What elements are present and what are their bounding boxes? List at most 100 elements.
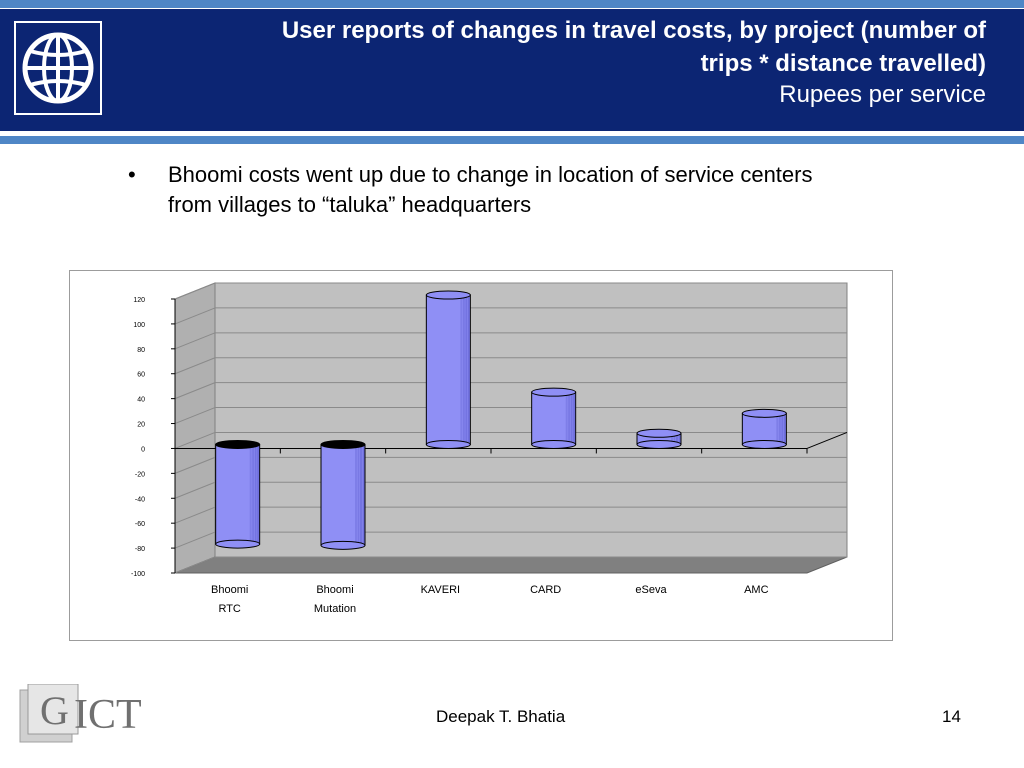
title-line-2: trips * distance travelled)	[700, 50, 986, 77]
x-category-label: Mutation	[314, 603, 356, 615]
bar-bottom-cap	[320, 540, 366, 550]
gridline-diagonal	[174, 431, 216, 449]
bar-bottom-cap	[215, 539, 261, 549]
y-tick-label: 100	[133, 322, 145, 329]
bar-shade	[570, 392, 573, 445]
x-category-label: eSeva	[635, 584, 667, 596]
bar-shade	[676, 433, 678, 445]
bar-chart: 120 100 80 60 40 20 0 -20 -40 -60 -80 -100 Bhoomi RTC…	[131, 282, 848, 615]
bar-shade	[565, 392, 568, 445]
y-tick-label: -100	[131, 571, 145, 578]
bar-body	[215, 443, 261, 545]
bar-shade	[776, 413, 779, 445]
bar-shade	[573, 392, 576, 445]
gridline-diagonal	[174, 506, 216, 524]
bar-shade	[362, 444, 365, 546]
zero-axis-depth	[806, 431, 848, 449]
bar-shade	[460, 295, 463, 445]
gridline-diagonal	[174, 481, 216, 499]
bullet-dot: •	[128, 162, 136, 187]
bar-top-cap	[320, 439, 366, 449]
bar-shade	[465, 295, 468, 445]
gict-logo: G ICT	[18, 683, 158, 746]
y-tick-label: -80	[135, 546, 145, 553]
bar-top-cap	[741, 408, 787, 418]
y-tick-label: 0	[141, 446, 145, 453]
bar-shade	[355, 444, 357, 546]
page-number: 14	[942, 707, 961, 726]
bar-body	[425, 294, 471, 445]
top-stripe	[0, 0, 1024, 8]
bullet-point: • Bhoomi costs went up due to change in …	[128, 160, 948, 220]
bar-shade	[357, 444, 360, 546]
bar-shade	[568, 392, 571, 445]
slide-header	[0, 9, 1024, 131]
gict-logo-text: ICT	[74, 692, 142, 738]
x-category-label: AMC	[744, 584, 769, 596]
chart-floor	[174, 556, 848, 574]
bar-shade	[673, 433, 676, 445]
y-tick-label: 80	[137, 347, 145, 354]
bar-amc	[741, 408, 787, 449]
bar-eseva	[636, 428, 682, 449]
bar-body	[531, 391, 577, 445]
slide-title: User reports of changes in travel costs,…	[126, 14, 986, 110]
bar-shade	[781, 413, 784, 445]
bar-shade	[257, 444, 260, 545]
y-tick-label: -20	[135, 471, 145, 478]
x-category-label: RTC	[218, 603, 240, 615]
title-line-1: User reports of changes in travel costs,…	[281, 17, 986, 44]
bar-bottom-cap	[425, 439, 471, 449]
bar-card	[531, 387, 577, 449]
bar-shade	[678, 433, 681, 445]
y-tick-label: 60	[137, 372, 145, 379]
y-tick-label: 120	[133, 297, 145, 304]
bar-top-cap	[531, 387, 577, 397]
bar-shade	[778, 413, 781, 445]
bar-body	[320, 443, 366, 546]
bar-bottom-cap	[636, 439, 682, 449]
bar-top-cap	[215, 439, 261, 449]
gict-logo-icon: G ICT	[19, 683, 142, 743]
svg-text:G: G	[40, 688, 69, 733]
gridline-diagonal	[174, 357, 216, 375]
bar-kaveri	[425, 290, 471, 449]
bar-shade	[467, 295, 470, 445]
bar-shade	[783, 413, 786, 445]
footer-author: Deepak T. Bhatia	[436, 707, 566, 726]
bullet-line-1: Bhoomi costs went up due to change in lo…	[168, 162, 813, 187]
chart-frame: 120 100 80 60 40 20 0 -20 -40 -60 -80 -100 Bhoomi RTC…	[69, 270, 893, 641]
bar-bhoomi-mutation	[320, 439, 366, 550]
slide-subtitle: Rupees per service	[779, 81, 986, 108]
x-category-label: KAVERI	[421, 584, 461, 596]
bar-shade	[252, 444, 255, 545]
world-bank-logo	[14, 21, 102, 115]
x-category-label: CARD	[530, 584, 561, 596]
bar-body	[741, 412, 787, 445]
bar-top-cap	[636, 428, 682, 438]
y-tick-label: 20	[137, 422, 145, 429]
bar-bhoomi-rtc	[215, 439, 261, 549]
bar-top-cap	[425, 290, 471, 300]
bar-shade	[360, 444, 362, 546]
x-category-label: Bhoomi	[316, 584, 353, 596]
gridline-diagonal	[174, 332, 216, 350]
gridline-diagonal	[174, 382, 216, 400]
bar-bottom-cap	[531, 439, 577, 449]
gridline-diagonal	[174, 531, 216, 549]
bar-shade	[254, 444, 257, 545]
bar-bottom-cap	[741, 439, 787, 449]
gridline-diagonal	[174, 456, 216, 474]
chart-back-wall	[214, 282, 848, 558]
y-tick-label: 40	[137, 397, 145, 404]
chart-side-wall	[174, 282, 216, 574]
gridline-diagonal	[174, 282, 216, 300]
gridline-diagonal	[174, 307, 216, 325]
header-divider	[0, 136, 1024, 144]
gridline-diagonal	[174, 556, 216, 574]
x-category-label: Bhoomi	[211, 584, 248, 596]
bar-shade	[462, 295, 465, 445]
bullet-line-2: from villages to “taluka” headquarters	[168, 192, 532, 217]
y-tick-label: -60	[135, 521, 145, 528]
bar-shade	[249, 444, 252, 545]
